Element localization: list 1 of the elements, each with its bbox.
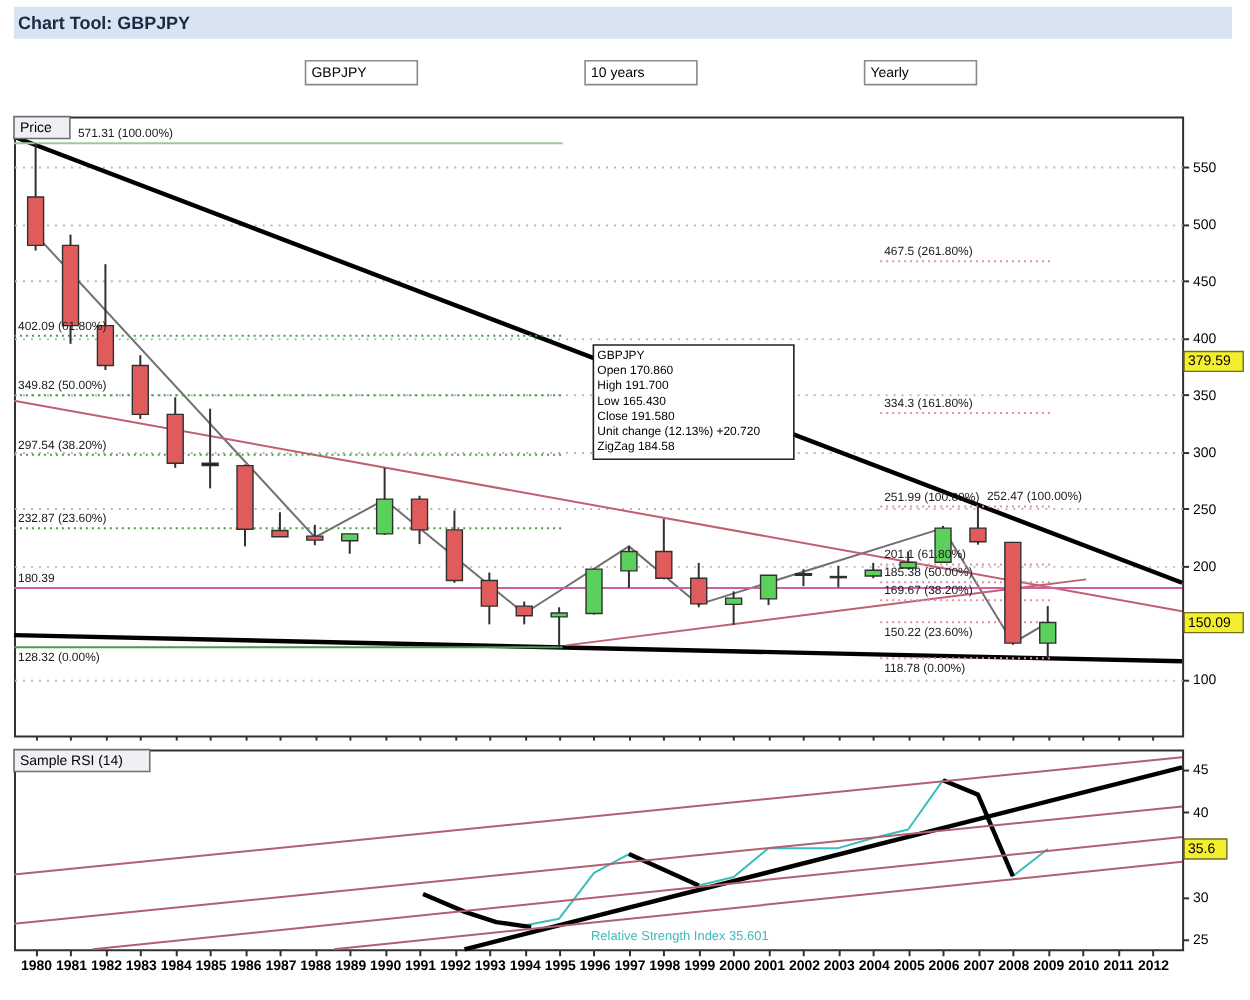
- text: Chart Tool: GBPJPY: [17, 12, 191, 33]
